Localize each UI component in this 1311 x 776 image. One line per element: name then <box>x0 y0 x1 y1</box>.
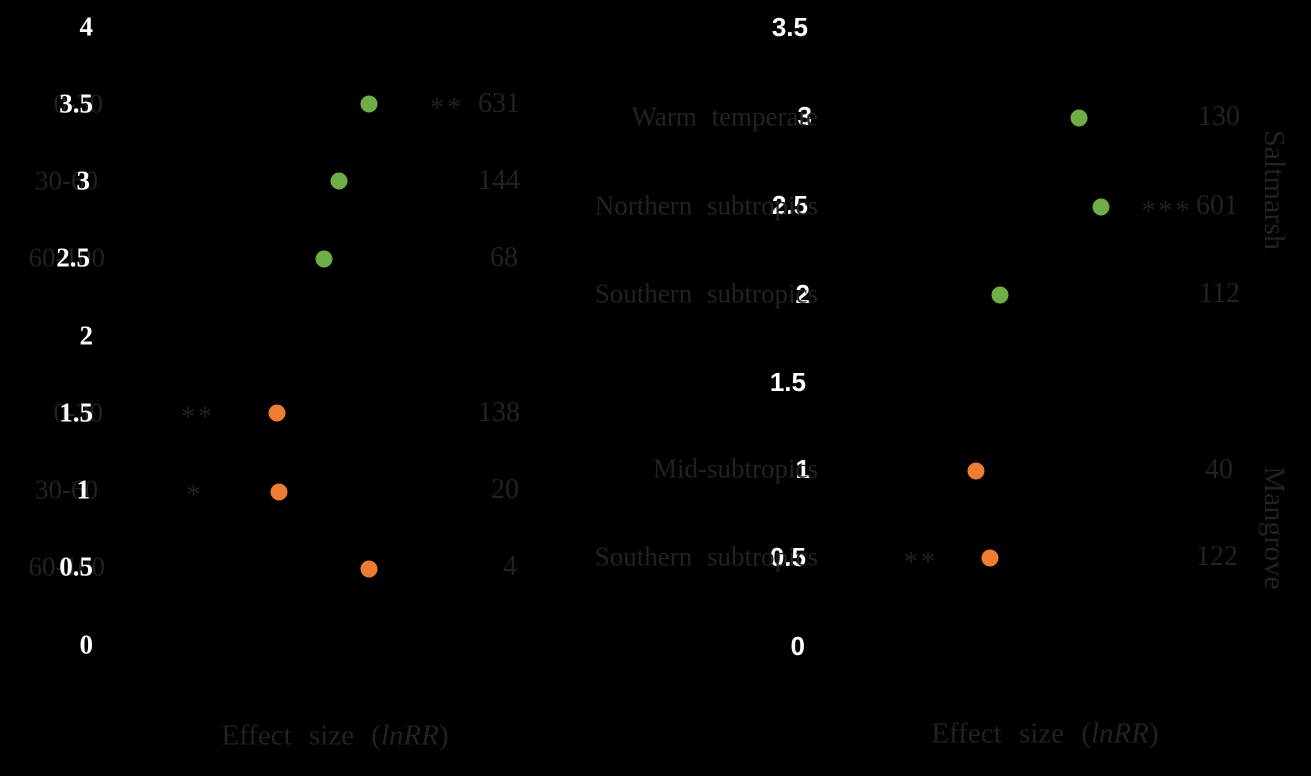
right-y-tick: 1.5 <box>769 366 806 397</box>
data-dot-green-0-30 <box>360 95 378 113</box>
sample-count: 112 <box>1199 277 1240 309</box>
right-category-label: Warm temperate <box>631 101 818 132</box>
data-dot-green-30-60 <box>330 172 348 190</box>
right-y-tick: 1 <box>795 453 810 484</box>
left-y-tick: 1.5 <box>59 397 93 428</box>
significance-stars: *** <box>1141 195 1193 227</box>
left-category-label: 60-100 <box>28 242 106 273</box>
left-category-label: 30-60 <box>35 165 98 196</box>
significance-stars: ** <box>430 92 464 124</box>
data-dot-green-northern-subtropics <box>1092 198 1110 216</box>
right-y-tick: 0 <box>790 630 805 661</box>
left-y-tick: 2 <box>79 320 94 351</box>
sample-count: 20 <box>491 473 519 505</box>
data-dot-orange-30-60 <box>270 483 288 501</box>
data-dot-orange-60-100 <box>360 560 378 578</box>
left-y-tick: 1 <box>76 474 91 505</box>
data-dot-orange-mid-subtropics <box>967 462 985 480</box>
right-category-label: Southern subtropics <box>594 541 818 572</box>
left-y-tick: 3.5 <box>59 88 93 119</box>
sample-count: 68 <box>490 241 518 273</box>
right-y-tick: 0.5 <box>769 541 806 572</box>
x-axis-title-right: Effect size (lnRR) <box>931 719 1158 748</box>
left-category-label: 0-30 <box>53 397 104 428</box>
sample-count: 4 <box>503 550 517 582</box>
right-y-tick: 2 <box>795 278 810 309</box>
sample-count: 122 <box>1196 540 1238 572</box>
left-y-tick: 3 <box>76 165 91 196</box>
sample-count: 601 <box>1196 189 1238 221</box>
significance-stars: ** <box>181 401 215 433</box>
right-y-tick: 2.5 <box>771 189 808 220</box>
sample-count: 40 <box>1205 453 1233 485</box>
left-category-label: 60-100 <box>28 551 106 582</box>
x-axis-title-close: ) <box>438 719 449 752</box>
significance-stars: ** <box>904 546 938 578</box>
data-dot-green-60-100 <box>315 250 333 268</box>
sample-count: 144 <box>478 164 520 196</box>
sample-count: 138 <box>478 396 520 428</box>
left-y-tick: 0 <box>79 629 94 660</box>
x-axis-title-italic: lnRR <box>380 719 439 752</box>
x-axis-title-close: ) <box>1148 717 1159 750</box>
data-dot-green-southern-subtropics <box>991 286 1009 304</box>
x-axis-title-italic: lnRR <box>1090 717 1149 750</box>
x-axis-title-left: Effect size (lnRR) <box>221 721 448 750</box>
data-dot-green-warm-temperate <box>1070 109 1088 127</box>
left-y-tick: 2.5 <box>56 242 90 273</box>
sample-count: 130 <box>1198 100 1240 132</box>
right-y-tick: 3.5 <box>771 11 808 42</box>
right-y-tick: 3 <box>797 100 812 131</box>
data-dot-orange-southern-subtropics <box>981 549 999 567</box>
right-category-label: Northern subtropics <box>594 190 818 221</box>
sample-count: 631 <box>478 87 520 119</box>
x-axis-title-text: Effect size ( <box>931 717 1091 750</box>
x-axis-title-text: Effect size ( <box>221 719 381 752</box>
significance-stars: * <box>186 479 204 511</box>
left-category-label: 0-30 <box>53 88 104 119</box>
left-y-tick: 0.5 <box>59 551 93 582</box>
data-dot-orange-0-30 <box>268 404 286 422</box>
left-y-tick: 4 <box>79 11 94 42</box>
group-label-saltmarsh: Saltmarsh <box>1258 130 1291 250</box>
group-label-mangrove: Mangrove <box>1258 466 1291 590</box>
right-category-label: Southern subtropics <box>594 278 818 309</box>
left-category-label: 30-60 <box>35 474 98 505</box>
right-category-label: Mid-subtropics <box>653 453 818 484</box>
